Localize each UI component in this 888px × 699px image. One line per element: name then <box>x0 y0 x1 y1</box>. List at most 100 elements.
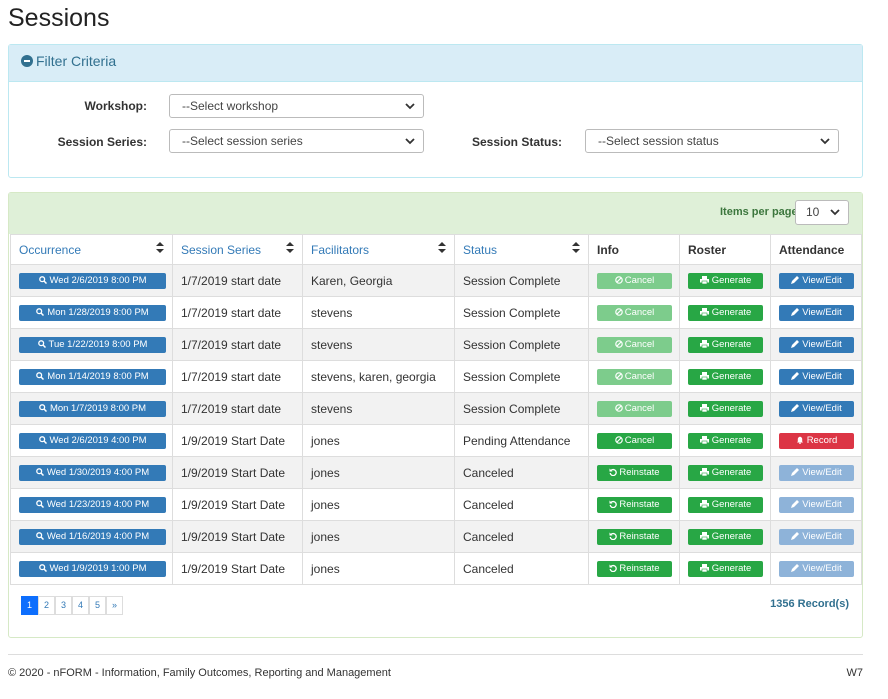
table-cell: jones <box>302 488 455 521</box>
sort-icon <box>156 242 164 253</box>
cell-text: 1/9/2019 Start Date <box>181 497 286 512</box>
button[interactable]: View/Edit <box>779 464 854 481</box>
button[interactable]: Wed 1/23/2019 4:00 PM <box>19 496 166 513</box>
footer-copyright: © 2020 - nFORM - Information, Family Out… <box>8 667 391 679</box>
button[interactable]: Wed 1/30/2019 4:00 PM <box>19 464 166 481</box>
button[interactable]: View/Edit <box>779 560 854 577</box>
table-cell: View/Edit <box>770 520 862 553</box>
icon <box>38 435 47 444</box>
button[interactable]: Cancel <box>597 432 672 449</box>
button[interactable]: View/Edit <box>779 400 854 417</box>
table-cell: Generate <box>679 488 771 521</box>
select-text: --Select session series <box>182 134 303 148</box>
table-cell: Reinstate <box>588 520 680 553</box>
button[interactable]: Cancel <box>597 368 672 385</box>
button[interactable]: Generate <box>688 272 763 289</box>
table-cell: Generate <box>679 424 771 457</box>
button[interactable]: Generate <box>688 400 763 417</box>
button[interactable]: Cancel <box>597 304 672 321</box>
series-select[interactable]: --Select session series <box>169 129 424 153</box>
button[interactable]: View/Edit <box>779 368 854 385</box>
button-label: Reinstate <box>619 498 660 510</box>
button[interactable]: View/Edit <box>779 304 854 321</box>
select-text: 10 <box>806 205 820 219</box>
button-label: Mon 1/7/2019 8:00 PM <box>49 402 147 414</box>
cell-text: jones <box>311 529 340 544</box>
button[interactable]: Tue 1/22/2019 8:00 PM <box>19 336 166 353</box>
button[interactable]: Generate <box>688 560 763 577</box>
button[interactable]: Wed 2/6/2019 8:00 PM <box>19 272 166 289</box>
icon <box>699 275 709 284</box>
button-label: Cancel <box>624 274 655 286</box>
cell-text: 1/7/2019 start date <box>181 337 282 352</box>
button[interactable]: Wed 1/16/2019 4:00 PM <box>19 528 166 545</box>
icon <box>791 371 800 380</box>
button[interactable]: Generate <box>688 464 763 481</box>
icon <box>609 468 618 476</box>
column-header[interactable]: Session Series <box>172 234 303 265</box>
button[interactable]: Generate <box>688 528 763 545</box>
button[interactable]: Generate <box>688 304 763 321</box>
button[interactable]: Reinstate <box>597 560 672 577</box>
column-header[interactable]: Status <box>454 234 589 265</box>
sort-icon <box>286 242 294 253</box>
field-label: Session Series: <box>57 135 147 149</box>
items-per-page-label: Items per page <box>720 206 798 218</box>
button[interactable]: Wed 2/6/2019 4:00 PM <box>19 432 166 449</box>
button[interactable]: Mon 1/7/2019 8:00 PM <box>19 400 166 417</box>
button[interactable]: Generate <box>688 496 763 513</box>
button-label: View/Edit <box>802 338 842 350</box>
column-header[interactable]: Occurrence <box>10 234 173 265</box>
button-label: Generate <box>711 466 752 478</box>
button[interactable]: Mon 1/14/2019 8:00 PM <box>19 368 166 385</box>
button[interactable]: View/Edit <box>779 496 854 513</box>
icon <box>35 467 44 476</box>
table-row: Mon 1/14/2019 8:00 PM 1/7/2019 start date… <box>10 360 862 393</box>
button[interactable]: Cancel <box>597 272 672 289</box>
workshop-select[interactable]: --Select workshop <box>169 94 424 118</box>
button[interactable]: Mon 1/28/2019 8:00 PM <box>19 304 166 321</box>
icon <box>614 371 623 380</box>
table-cell: 1/9/2019 Start Date <box>172 424 303 457</box>
icon <box>609 500 618 508</box>
field-label: Workshop: <box>84 99 147 113</box>
filter-header[interactable]: Filter Criteria <box>9 45 862 82</box>
button[interactable]: Generate <box>688 336 763 353</box>
button[interactable]: Reinstate <box>597 528 672 545</box>
button[interactable]: Cancel <box>597 400 672 417</box>
page-title: Sessions <box>8 4 110 32</box>
page-link[interactable]: » <box>106 596 123 615</box>
button[interactable]: Reinstate <box>597 464 672 481</box>
cell-text: jones <box>311 561 340 576</box>
page-link[interactable]: 3 <box>55 596 72 615</box>
page-link[interactable]: 5 <box>89 596 106 615</box>
button[interactable]: Generate <box>688 432 763 449</box>
page-link[interactable]: 2 <box>38 596 55 615</box>
filter-title: Filter Criteria <box>36 53 117 69</box>
button[interactable]: Wed 1/9/2019 1:00 PM <box>19 560 166 577</box>
button[interactable]: Record <box>779 432 854 449</box>
column-header[interactable]: Facilitators <box>302 234 455 265</box>
button[interactable]: View/Edit <box>779 272 854 289</box>
button[interactable]: Reinstate <box>597 496 672 513</box>
table-cell: View/Edit <box>770 488 862 521</box>
items-per-page-select[interactable]: 10 <box>795 200 849 225</box>
button[interactable]: View/Edit <box>779 528 854 545</box>
button-label: Wed 1/9/2019 1:00 PM <box>49 562 147 574</box>
button[interactable]: View/Edit <box>779 336 854 353</box>
cell-text: Session Complete <box>463 401 561 416</box>
button[interactable]: Generate <box>688 368 763 385</box>
icon <box>35 531 44 540</box>
table-cell: View/Edit <box>770 456 862 489</box>
icon <box>791 467 800 476</box>
page-link[interactable]: 4 <box>72 596 89 615</box>
icon <box>38 275 47 284</box>
icon <box>614 435 623 444</box>
table-cell: Reinstate <box>588 552 680 585</box>
page-link[interactable]: 1 <box>21 596 38 615</box>
table-cell: 1/9/2019 Start Date <box>172 456 303 489</box>
button-label: View/Edit <box>802 466 842 478</box>
cell-text: 1/9/2019 Start Date <box>181 465 286 480</box>
status-select[interactable]: --Select session status <box>585 129 839 153</box>
button[interactable]: Cancel <box>597 336 672 353</box>
